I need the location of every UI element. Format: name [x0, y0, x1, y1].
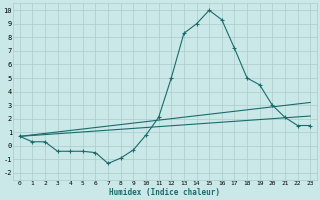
X-axis label: Humidex (Indice chaleur): Humidex (Indice chaleur) [109, 188, 220, 197]
